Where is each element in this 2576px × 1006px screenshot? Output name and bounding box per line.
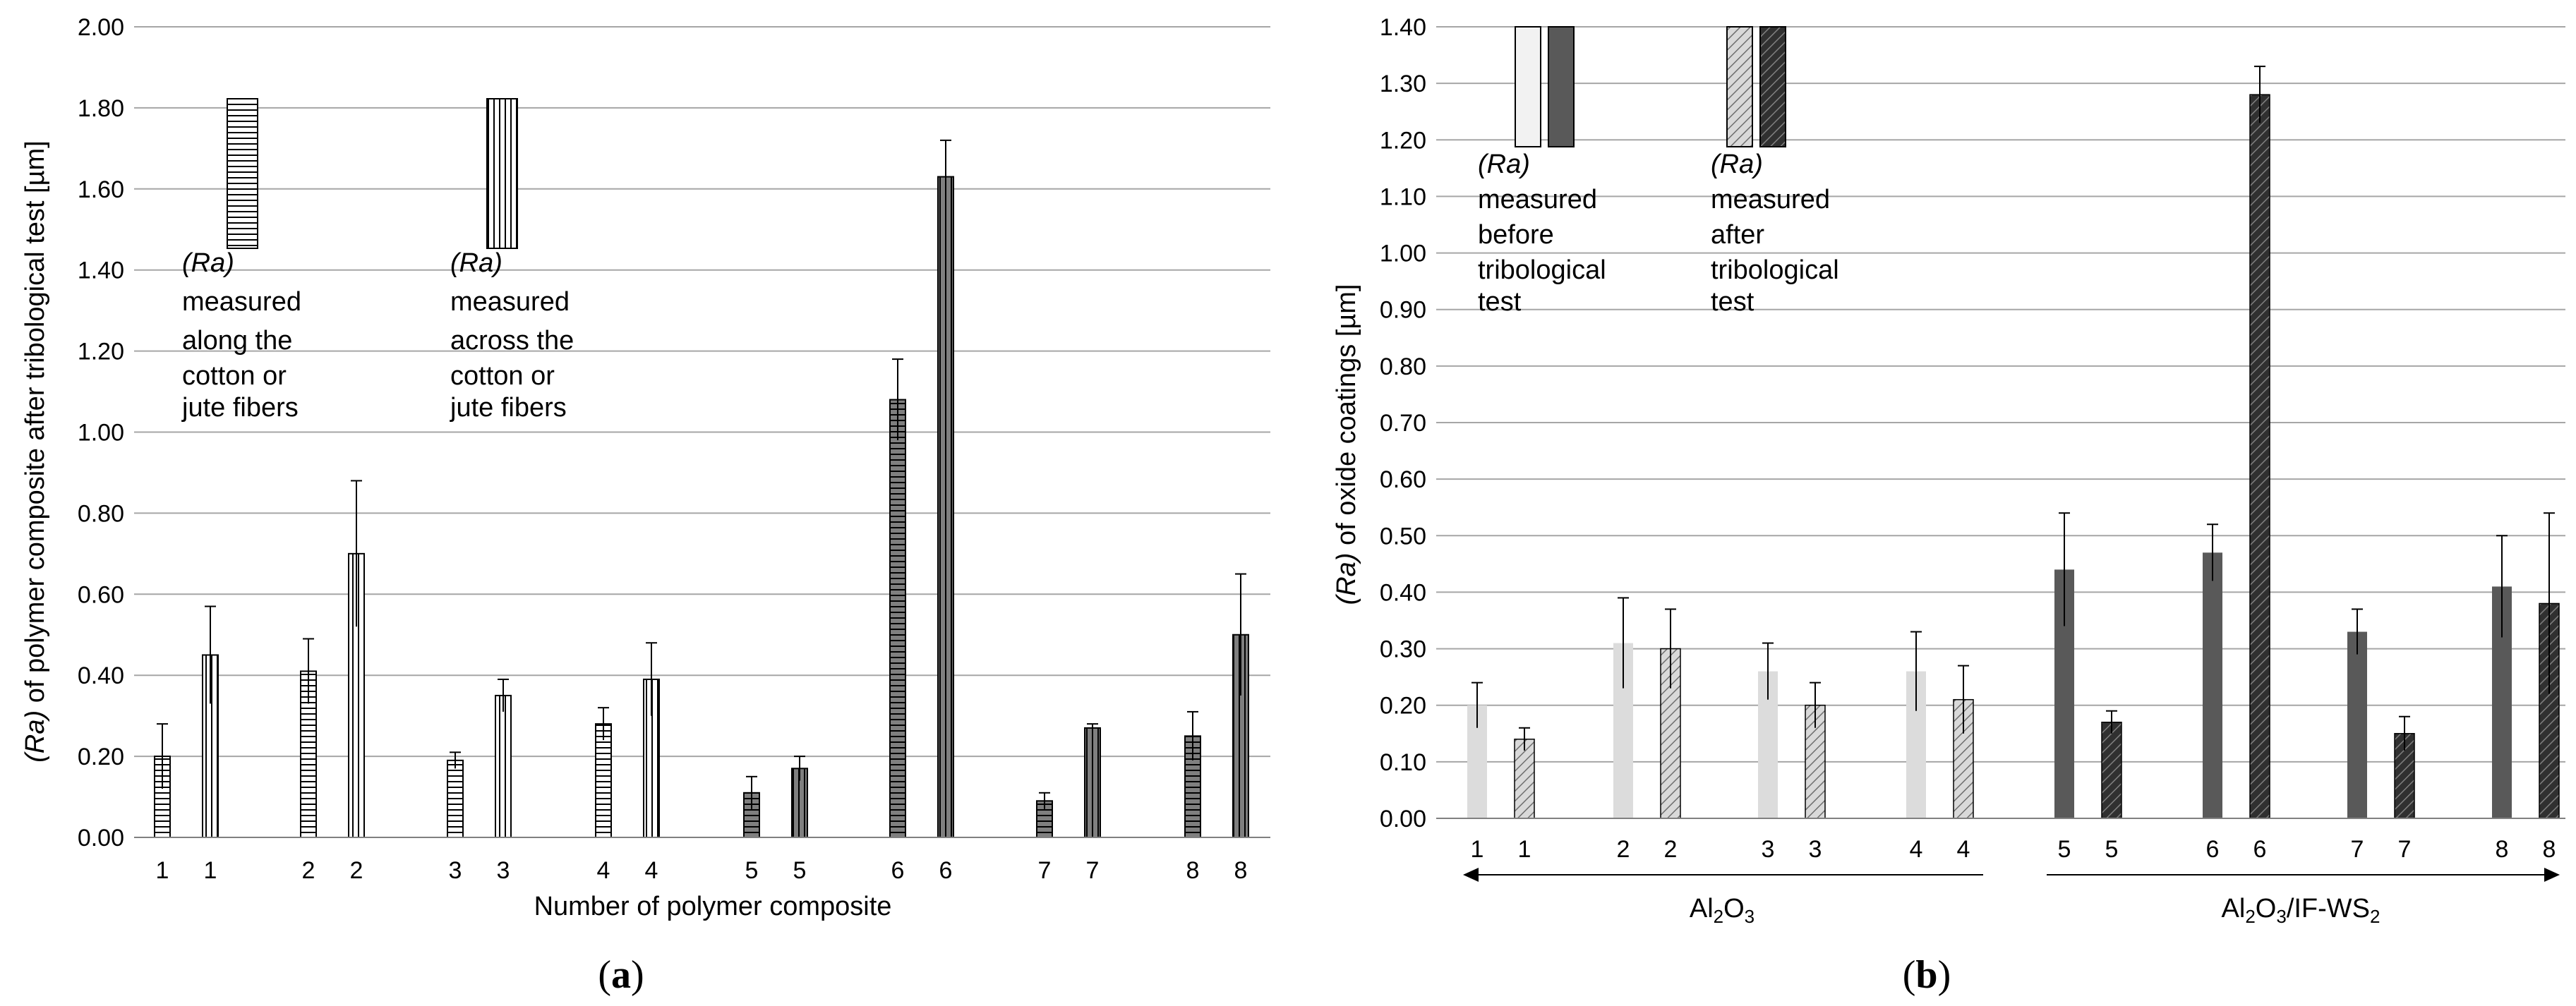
x-tick-label: 6 — [939, 857, 953, 884]
chart-a-x-axis-title: Number of polymer composite — [534, 892, 892, 921]
x-tick-label: 4 — [597, 857, 610, 884]
x-tick-label: 3 — [449, 857, 462, 884]
legend-label-along: (Ra) measured along the cotton or jute f… — [181, 248, 309, 423]
y-tick-label: 1.80 — [78, 95, 124, 122]
x-tick-label: 7 — [1086, 857, 1100, 884]
y-tick-label: 1.00 — [78, 420, 124, 447]
y-tick-label: 0.00 — [1380, 806, 1426, 832]
bar-7-before — [2347, 631, 2367, 818]
chart-b-caption: (b) — [1903, 953, 1951, 997]
chart-b-legend: (Ra) measured before tribological test (… — [1478, 26, 1846, 317]
y-tick-label: 0.00 — [78, 825, 124, 852]
x-tick-label: 7 — [1038, 857, 1052, 884]
chart-a-y-axis-title: (Ra) of polymer composite after tribolog… — [20, 140, 50, 762]
bar-5-after — [2101, 722, 2122, 819]
chart-a-y-ticks: 0.00 0.20 0.40 0.60 0.80 1.00 1.20 1.40 1.60 1.80… — [78, 14, 124, 852]
legend-label-before: (Ra) measured before tribological test — [1478, 150, 1613, 317]
x-tick-label: 1 — [204, 857, 217, 884]
chart-b-x-ticks: 1 1 2 2 3 3 4 4 5 5 6 6 7 7 8 8 — [1471, 836, 2556, 863]
y-tick-label: 0.50 — [1380, 523, 1426, 550]
x-tick-label: 1 — [1518, 836, 1531, 863]
y-tick-label: 0.80 — [1380, 353, 1426, 380]
x-tick-label: 8 — [2543, 836, 2556, 863]
y-tick-label: 1.20 — [78, 339, 124, 365]
x-tick-label: 5 — [2058, 836, 2071, 863]
x-tick-label: 4 — [1957, 836, 1970, 863]
x-tick-label: 4 — [1910, 836, 1923, 863]
legend-label-across: (Ra) measured across the cotton or jute … — [450, 248, 582, 423]
chart-b-gridlines — [1436, 26, 2565, 819]
x-tick-label: 7 — [2398, 836, 2412, 863]
y-tick-label: 0.80 — [78, 500, 124, 527]
x-tick-label: 2 — [1664, 836, 1678, 863]
legend-swatch-vertical — [486, 98, 518, 249]
chart-a-x-ticks: 1 1 2 2 3 3 4 4 5 5 6 6 7 7 8 8 — [156, 857, 1248, 884]
y-tick-label: 0.40 — [78, 662, 124, 689]
x-tick-label: 8 — [1186, 857, 1200, 884]
x-tick-label: 5 — [2105, 836, 2119, 863]
x-tick-label: 5 — [745, 857, 759, 884]
bar-3-along — [447, 759, 464, 838]
x-tick-label: 8 — [2496, 836, 2509, 863]
y-tick-label: 0.10 — [1380, 749, 1426, 776]
legend-swatch-after-light — [1726, 26, 1753, 147]
y-tick-label: 0.70 — [1380, 410, 1426, 437]
x-tick-label: 8 — [1234, 857, 1248, 884]
chart-b-y-ticks: 0.00 0.10 0.20 0.30 0.40 0.50 0.60 0.70 0.80 0.90… — [1380, 14, 1426, 832]
y-tick-label: 0.20 — [1380, 693, 1426, 720]
bar-6-across — [937, 176, 954, 838]
legend-swatch-after-dark — [1759, 26, 1786, 147]
bar-4-along — [595, 723, 612, 839]
bar-1-after — [1514, 739, 1535, 819]
y-tick-label: 1.40 — [78, 257, 124, 284]
x-tick-label: 2 — [1617, 836, 1630, 863]
bar-6-before — [2203, 552, 2222, 818]
x-tick-label: 3 — [1762, 836, 1775, 863]
y-tick-label: 1.10 — [1380, 183, 1426, 210]
y-tick-label: 0.90 — [1380, 297, 1426, 324]
chart-a-caption: (a) — [598, 953, 644, 997]
legend-swatch-before-dark — [1548, 26, 1575, 147]
x-tick-label: 5 — [793, 857, 807, 884]
x-tick-label: 6 — [2253, 836, 2267, 863]
bar-3-across — [495, 694, 512, 838]
bar-6-after — [2249, 94, 2270, 819]
bar-7-across — [1084, 727, 1101, 839]
chart-b-y-axis-title: (Ra) of oxide coatings [µm] — [1332, 284, 1361, 605]
chart-a-gridlines — [134, 26, 1270, 838]
y-tick-label: 1.40 — [1380, 14, 1426, 41]
legend-label-after: (Ra) measured after tribological test — [1711, 150, 1846, 317]
chart-a: 0.00 0.20 0.40 0.60 0.80 1.00 1.20 1.40 1.60 1.80… — [20, 14, 1270, 997]
group-label-al2o3: Al2O3 — [1690, 894, 1755, 927]
x-tick-label: 2 — [302, 857, 315, 884]
y-tick-label: 1.30 — [1380, 71, 1426, 97]
x-tick-label: 2 — [350, 857, 363, 884]
chart-a-bars — [154, 139, 1249, 839]
x-tick-label: 1 — [156, 857, 169, 884]
x-tick-label: 7 — [2351, 836, 2364, 863]
y-tick-label: 1.60 — [78, 176, 124, 203]
legend-swatch-before-light — [1515, 26, 1541, 147]
x-tick-label: 1 — [1471, 836, 1484, 863]
chart-b-bars — [1467, 66, 2560, 819]
y-tick-label: 0.20 — [78, 744, 124, 770]
y-tick-label: 0.30 — [1380, 636, 1426, 663]
y-tick-label: 2.00 — [78, 14, 124, 41]
x-tick-label: 3 — [1809, 836, 1822, 863]
chart-a-legend: (Ra) measured along the cotton or jute f… — [181, 98, 582, 423]
x-tick-label: 6 — [2206, 836, 2220, 863]
y-tick-label: 0.60 — [78, 581, 124, 608]
y-tick-label: 0.60 — [1380, 466, 1426, 493]
x-tick-label: 6 — [891, 857, 905, 884]
x-tick-label: 4 — [645, 857, 658, 884]
x-tick-label: 3 — [497, 857, 510, 884]
y-tick-label: 0.40 — [1380, 579, 1426, 606]
legend-swatch-horizontal — [227, 98, 258, 249]
group-label-al2o3-ifws2: Al2O3/IF-WS2 — [2222, 894, 2381, 927]
y-tick-label: 1.00 — [1380, 241, 1426, 267]
chart-b: 0.00 0.10 0.20 0.30 0.40 0.50 0.60 0.70 0.80 0.90… — [1332, 14, 2565, 997]
bar-6-along — [889, 399, 906, 838]
y-tick-label: 1.20 — [1380, 127, 1426, 154]
